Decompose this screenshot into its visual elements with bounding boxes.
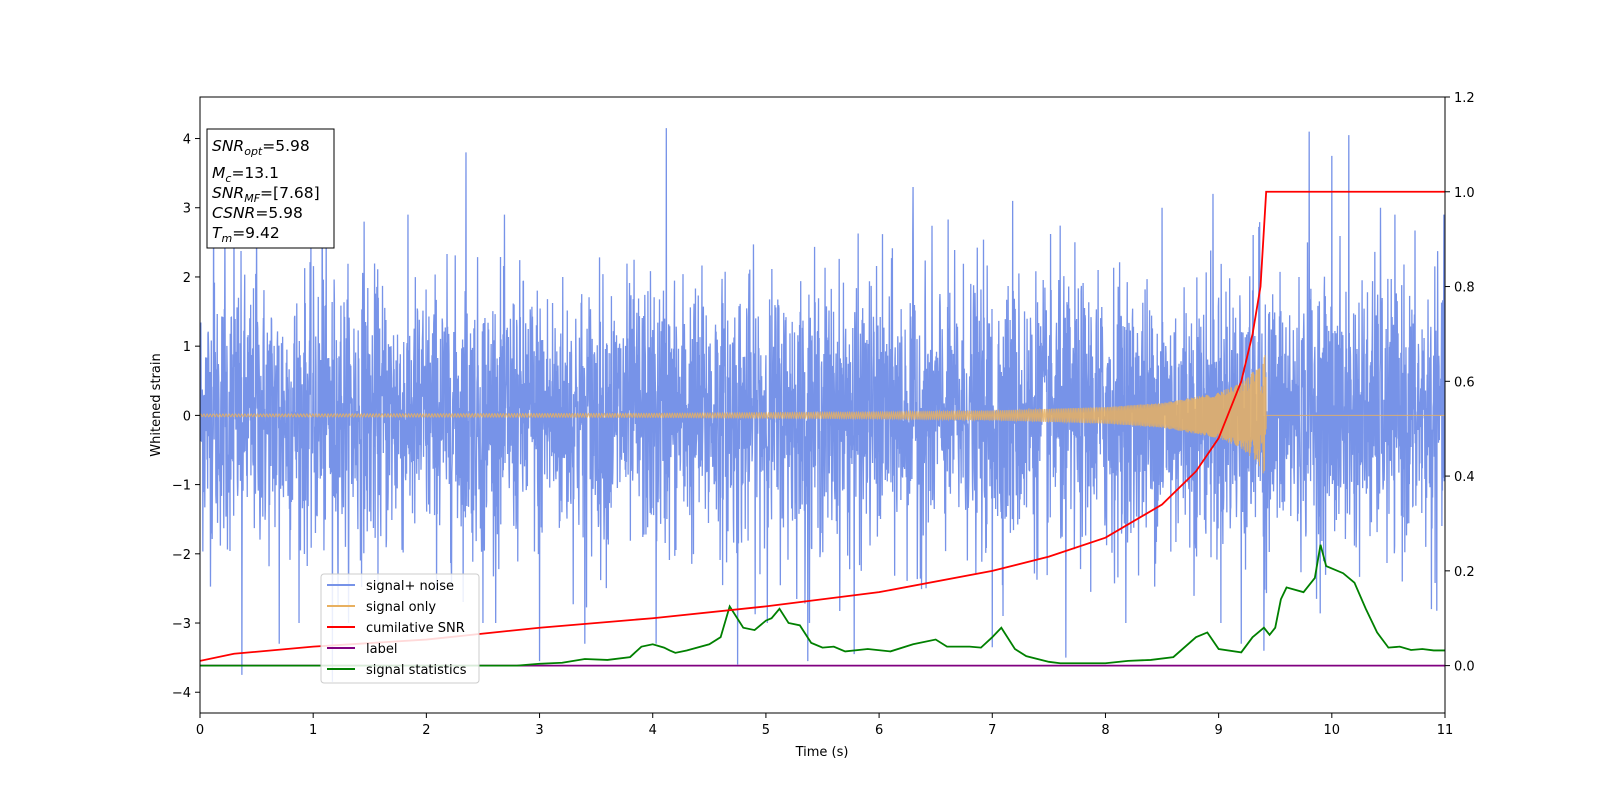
x-tick-label: 9 xyxy=(1214,723,1222,738)
y2-tick-label: 0.2 xyxy=(1454,565,1475,580)
y-tick-label: −4 xyxy=(172,686,191,701)
x-tick-label: 6 xyxy=(875,723,883,738)
snr-opt-sub: opt xyxy=(244,145,263,158)
y-tick-label: −3 xyxy=(172,617,191,632)
mc-label: M xyxy=(212,164,225,182)
svg-text:Tm=9.42: Tm=9.42 xyxy=(212,224,280,245)
x-tick-label: 2 xyxy=(422,723,430,738)
x-tick-label: 0 xyxy=(196,723,204,738)
tm-value: =9.42 xyxy=(232,224,280,242)
mc-sub: c xyxy=(225,172,231,185)
annotation-box: SNRopt=5.98 Mc=13.1 SNRMF=[7.68] CSNR=5.… xyxy=(206,128,335,249)
legend-label-cumulative-snr: cumilative SNR xyxy=(366,621,465,636)
y-axis-label: Whitened strain xyxy=(149,353,164,456)
x-tick-label: 10 xyxy=(1324,723,1341,738)
y2-tick-label: 0.8 xyxy=(1454,281,1475,296)
svg-text:SNRopt=5.98: SNRopt=5.98 xyxy=(212,137,310,158)
snr-mf-value: =[7.68] xyxy=(260,184,320,202)
y-tick-label: 3 xyxy=(183,202,191,217)
snr-mf-label: SNR xyxy=(212,184,244,202)
y-tick-label: 1 xyxy=(183,340,191,355)
y2-tick-label: 1.2 xyxy=(1454,91,1475,106)
y2-tick-label: 0.6 xyxy=(1454,375,1475,390)
legend-entry-cumulative-snr: cumilative SNR xyxy=(327,621,465,636)
legend-entry-signal-statistics: signal statistics xyxy=(327,663,467,678)
y2-tick-label: 0.0 xyxy=(1454,660,1475,675)
y-tick-label: 4 xyxy=(183,133,191,148)
y-axis-right: 0.0 0.2 0.4 0.6 0.8 1.0 1.2 xyxy=(1445,91,1475,675)
x-tick-label: 7 xyxy=(988,723,996,738)
tm-sub: m xyxy=(221,232,232,245)
legend-entry-signal-only: signal only xyxy=(327,600,436,615)
x-tick-label: 3 xyxy=(535,723,543,738)
series-signal-statistics xyxy=(200,544,1445,667)
snr-mf-sub: MF xyxy=(244,192,260,205)
y2-tick-label: 0.4 xyxy=(1454,470,1475,485)
axes-frame xyxy=(199,96,1446,714)
x-axis-label: Time (s) xyxy=(795,745,849,760)
y-tick-label: 2 xyxy=(183,271,191,286)
svg-text:SNRMF=[7.68]: SNRMF=[7.68] xyxy=(212,184,320,205)
legend-label-signal-noise: signal+ noise xyxy=(366,579,454,594)
legend-label-signal-only: signal only xyxy=(366,600,436,615)
snr-opt-label: SNR xyxy=(212,137,244,155)
x-tick-label: 5 xyxy=(762,723,770,738)
legend-label-label: label xyxy=(366,642,397,657)
mc-value: =13.1 xyxy=(231,164,279,182)
tm-label: T xyxy=(212,224,223,242)
x-tick-label: 8 xyxy=(1101,723,1109,738)
snr-opt-value: =5.98 xyxy=(262,137,310,155)
legend-entry-signal-noise: signal+ noise xyxy=(327,579,454,594)
series-signal-only xyxy=(200,355,1445,474)
x-tick-label: 11 xyxy=(1437,723,1454,738)
y-tick-label: −1 xyxy=(172,479,191,494)
svg-text:Mc=13.1: Mc=13.1 xyxy=(212,164,279,185)
y-tick-label: −2 xyxy=(172,548,191,563)
y-tick-label: 0 xyxy=(183,409,191,424)
csnr-label: CSNR xyxy=(212,204,255,222)
y-axis-left: −4 −3 −2 −1 0 1 2 3 4 xyxy=(172,133,200,701)
legend: signal+ noise signal only cumilative SNR… xyxy=(320,573,480,684)
x-tick-label: 4 xyxy=(649,723,657,738)
legend-label-signal-statistics: signal statistics xyxy=(366,663,467,678)
csnr-value: =5.98 xyxy=(255,204,303,222)
x-tick-label: 1 xyxy=(309,723,317,738)
y2-tick-label: 1.0 xyxy=(1454,186,1475,201)
legend-entry-label: label xyxy=(327,642,397,657)
x-axis: 0 1 2 3 4 5 6 7 8 9 10 11 xyxy=(196,713,1453,738)
svg-text:CSNR=5.98: CSNR=5.98 xyxy=(212,204,303,222)
series-signal-noise xyxy=(200,128,1445,682)
